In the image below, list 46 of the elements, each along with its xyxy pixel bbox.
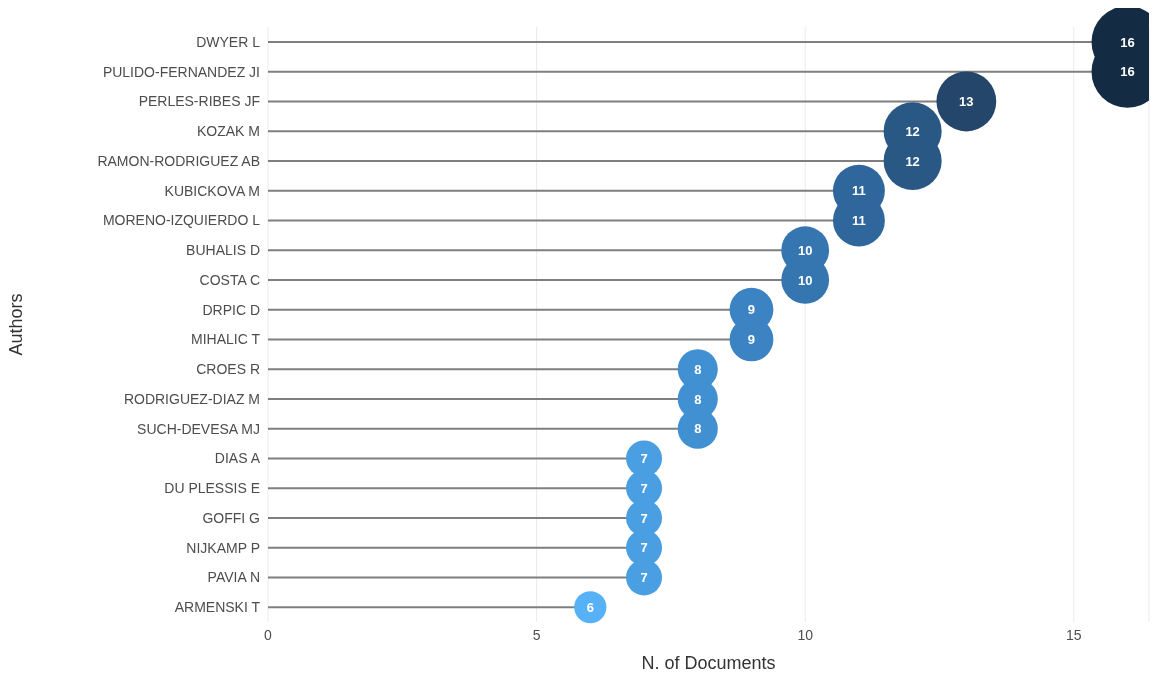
data-label: 7 [640, 540, 648, 556]
y-tick-label: MIHALIC T [191, 331, 261, 348]
y-tick-label: DU PLESSIS E [164, 480, 260, 497]
data-label: 10 [797, 272, 813, 288]
y-tick-label: DWYER L [196, 33, 261, 50]
data-label: 9 [747, 302, 756, 318]
data-label: 11 [852, 213, 866, 229]
data-label: 7 [640, 510, 648, 526]
data-label: 7 [640, 570, 648, 586]
y-tick-label: DIAS A [214, 450, 261, 467]
data-label: 8 [694, 391, 702, 407]
y-tick-label: RODRIGUEZ-DIAZ M [123, 390, 260, 407]
data-label: 16 [1120, 64, 1135, 80]
y-axis-title: Authors [6, 293, 27, 356]
x-tick-label: 15 [1066, 626, 1082, 643]
y-tick-label: MORENO-IZQUIERDO L [102, 212, 261, 229]
x-tick-label: 0 [264, 626, 273, 643]
y-tick-label: GOFFI G [202, 509, 260, 526]
x-tick-label: 5 [532, 626, 541, 643]
data-label: 12 [905, 153, 920, 169]
data-label: 13 [959, 94, 974, 110]
y-tick-label: RAMON-RODRIGUEZ AB [97, 152, 260, 169]
y-tick-label: COSTA C [199, 271, 260, 288]
data-label: 16 [1120, 34, 1135, 50]
y-tick-label: SUCH-DEVESA MJ [137, 420, 260, 437]
y-tick-label: CROES R [196, 361, 260, 378]
y-tick-label: DRPIC D [202, 301, 260, 318]
y-tick-label: PERLES-RIBES JF [138, 93, 260, 110]
x-tick-label: 10 [797, 626, 814, 643]
y-tick-label: KUBICKOVA M [164, 182, 260, 199]
data-label: 10 [797, 242, 813, 258]
data-label: 7 [640, 451, 648, 467]
y-tick-label: ARMENSKI T [174, 599, 261, 616]
y-tick-label: PULIDO-FERNANDEZ JI [102, 63, 260, 80]
y-tick-label: PAVIA N [207, 569, 260, 586]
data-label: 6 [586, 599, 594, 615]
data-label: 8 [694, 361, 702, 377]
x-axis-title: N. of Documents [641, 653, 776, 673]
data-label: 11 [852, 183, 866, 199]
y-tick-label: KOZAK M [196, 123, 260, 140]
data-label: 7 [640, 480, 648, 496]
y-tick-label: NIJKAMP P [186, 539, 260, 556]
data-label: 12 [905, 123, 920, 139]
y-tick-label: BUHALIS D [186, 242, 260, 259]
data-label: 8 [694, 421, 702, 437]
data-label: 9 [747, 332, 756, 348]
